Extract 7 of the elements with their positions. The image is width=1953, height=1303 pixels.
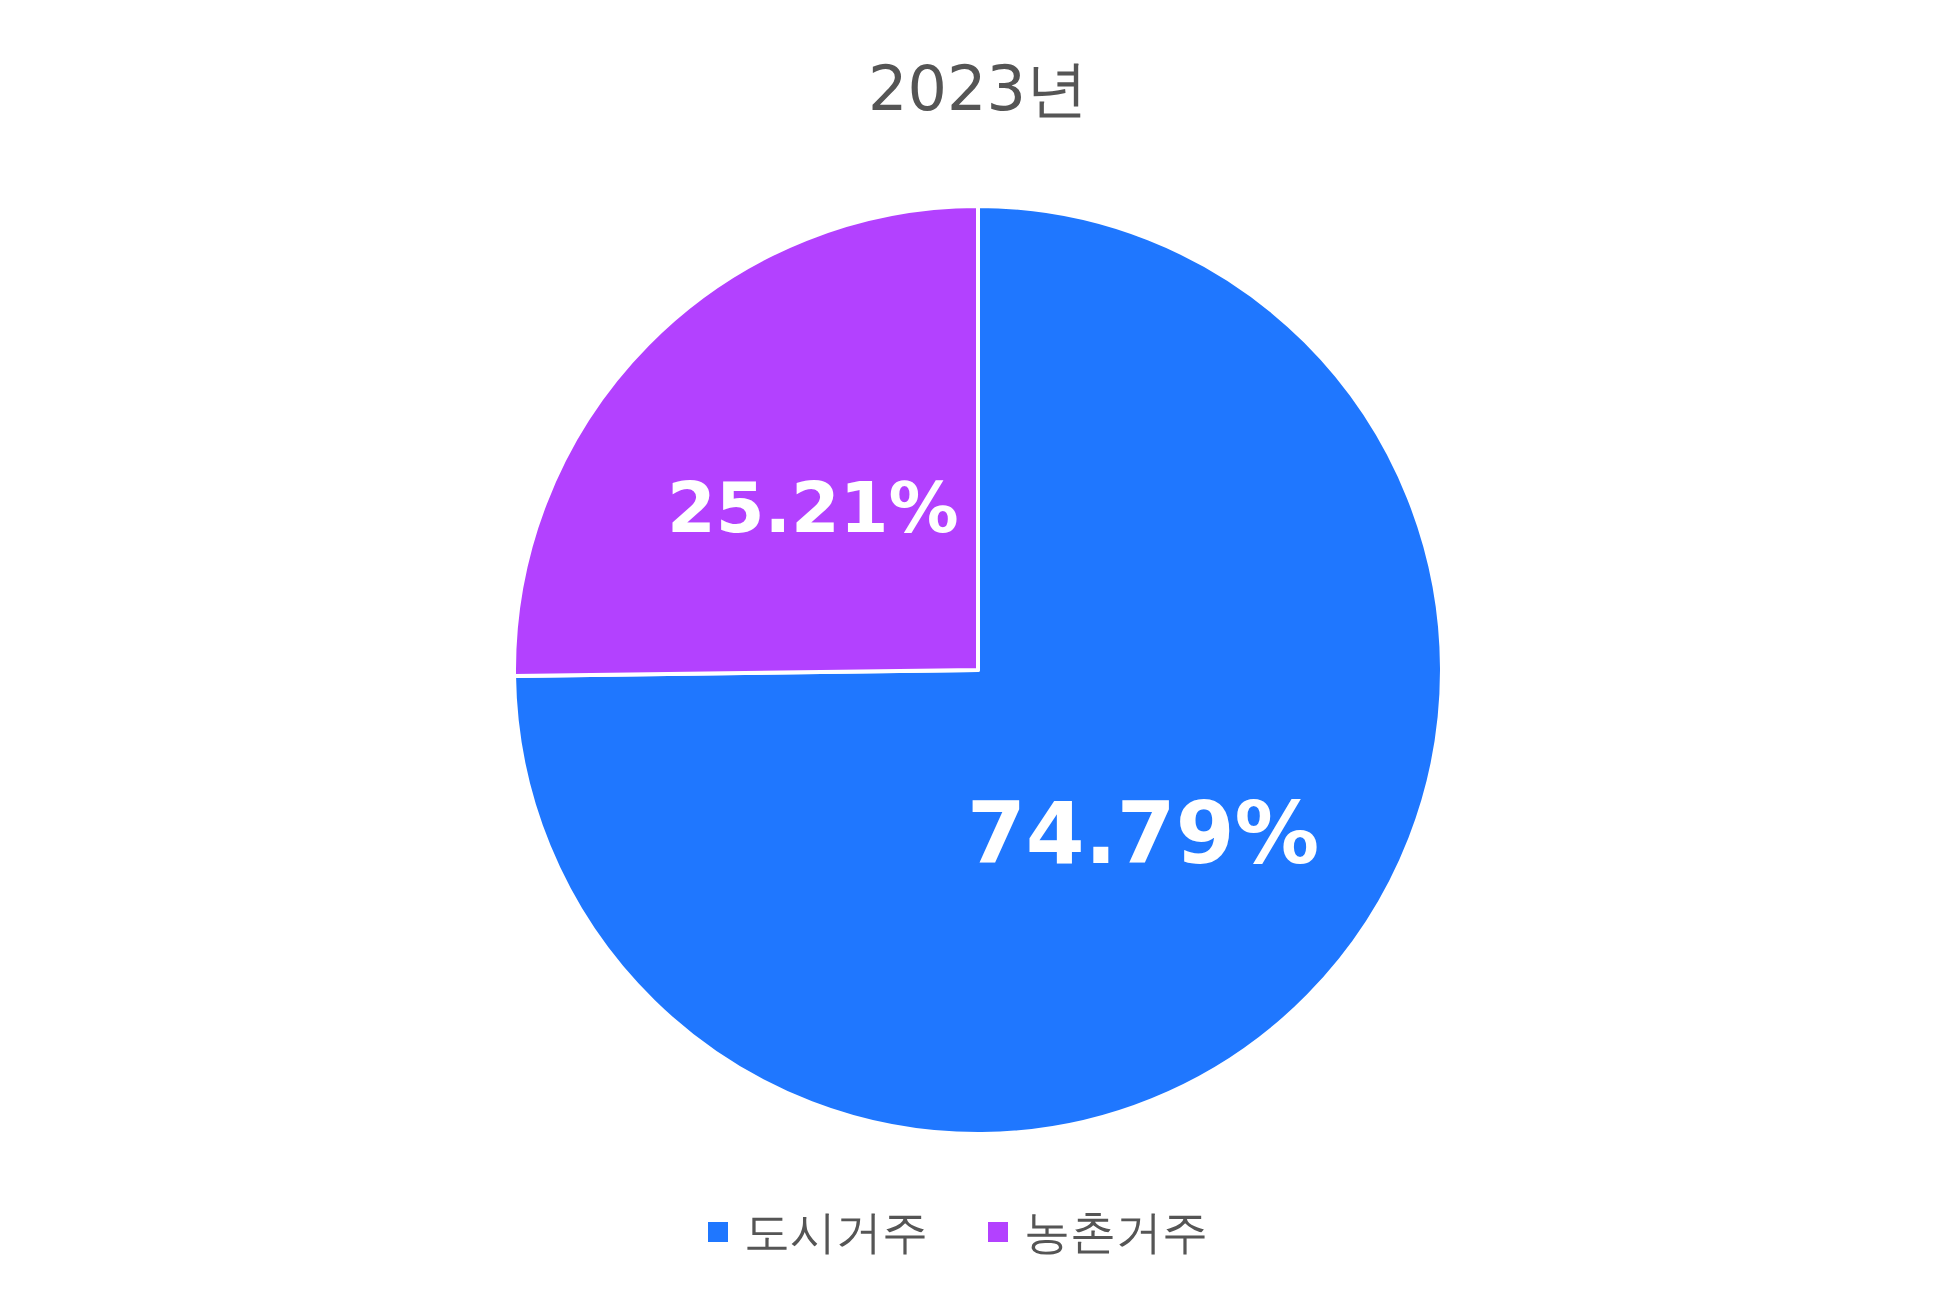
legend-item: 도시거주 (708, 1205, 928, 1259)
legend-item: 농촌거주 (988, 1205, 1208, 1259)
data-label: 74.79% (966, 784, 1320, 884)
legend-label: 농촌거주 (1024, 1205, 1208, 1259)
data-label: 25.21% (666, 467, 959, 550)
legend-label: 도시거주 (744, 1205, 928, 1259)
chart-title: 2023년 (868, 52, 1088, 125)
